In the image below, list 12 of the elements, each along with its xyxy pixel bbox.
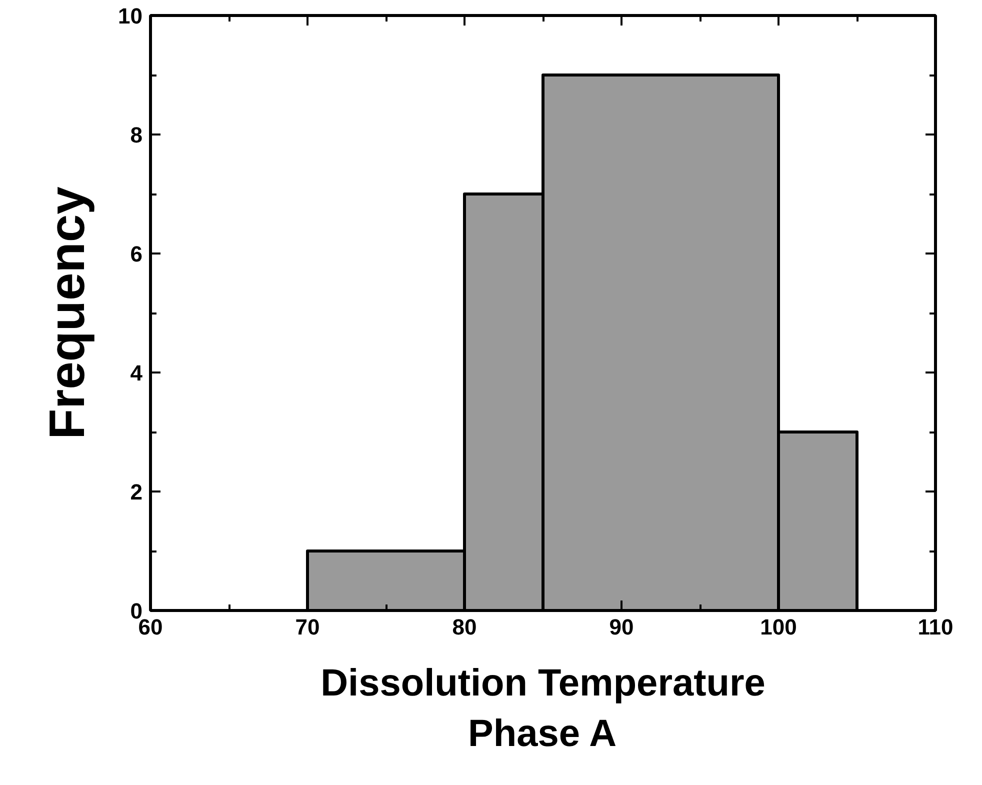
x-tick-label: 90 [609,614,634,640]
y-tick-label: 10 [118,4,143,28]
x-tick-label: 100 [760,614,797,640]
y-tick-label: 8 [130,122,143,148]
y-tick-label: 6 [130,242,143,266]
x-tick-label: 110 [918,614,954,640]
x-tick-label: 80 [452,614,477,640]
x-tick-label: 70 [295,614,320,640]
x-axis-title: Dissolution Temperature Phase A [320,662,766,755]
y-axis-title: Frequency [39,186,96,440]
y-tick-label: 2 [130,480,143,504]
y-tick-label: 4 [130,360,144,386]
